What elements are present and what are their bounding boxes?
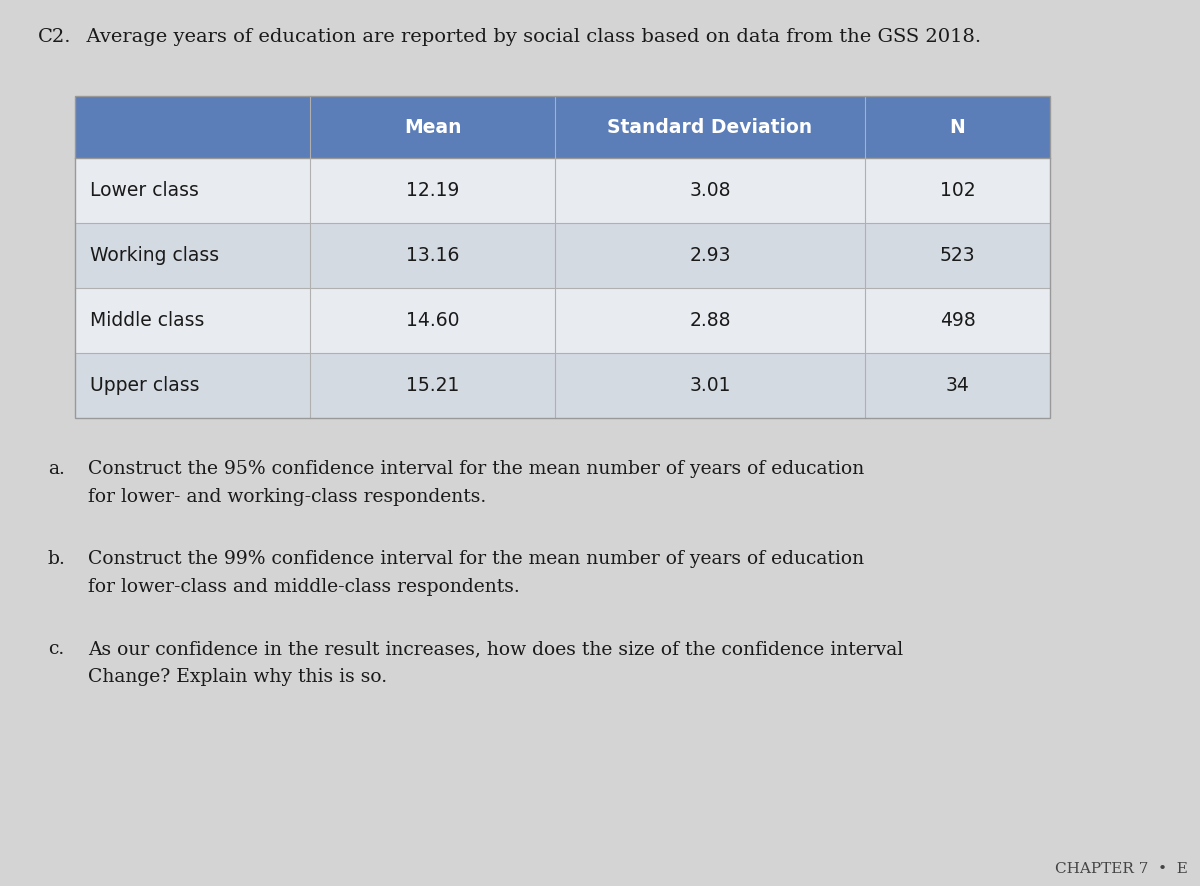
Bar bbox=[865, 223, 1050, 288]
Text: 13.16: 13.16 bbox=[406, 246, 460, 265]
Bar bbox=[554, 96, 865, 158]
Text: Upper class: Upper class bbox=[90, 376, 199, 395]
Text: 12.19: 12.19 bbox=[406, 181, 460, 200]
Bar bbox=[865, 158, 1050, 223]
Text: Average years of education are reported by social class based on data from the G: Average years of education are reported … bbox=[74, 28, 982, 46]
Text: 3.01: 3.01 bbox=[689, 376, 731, 395]
Text: Standard Deviation: Standard Deviation bbox=[607, 118, 812, 136]
Bar bbox=[554, 158, 865, 223]
Bar bbox=[865, 96, 1050, 158]
Bar bbox=[865, 353, 1050, 418]
Text: Lower class: Lower class bbox=[90, 181, 199, 200]
Text: 14.60: 14.60 bbox=[406, 311, 460, 330]
Bar bbox=[310, 96, 554, 158]
Bar bbox=[74, 288, 310, 353]
Text: Middle class: Middle class bbox=[90, 311, 204, 330]
Text: CHAPTER 7  •  E: CHAPTER 7 • E bbox=[1055, 862, 1188, 876]
Text: b.: b. bbox=[48, 550, 66, 568]
Text: 102: 102 bbox=[940, 181, 976, 200]
Text: 2.93: 2.93 bbox=[689, 246, 731, 265]
Bar bbox=[310, 288, 554, 353]
Bar bbox=[74, 353, 310, 418]
Text: As our confidence in the result increases, how does the size of the confidence i: As our confidence in the result increase… bbox=[88, 640, 904, 658]
Text: Construct the 95% confidence interval for the mean number of years of education: Construct the 95% confidence interval fo… bbox=[88, 460, 864, 478]
Text: 498: 498 bbox=[940, 311, 976, 330]
Bar bbox=[554, 353, 865, 418]
Bar bbox=[74, 223, 310, 288]
Bar bbox=[865, 288, 1050, 353]
Bar bbox=[554, 223, 865, 288]
Text: 523: 523 bbox=[940, 246, 976, 265]
Text: for lower- and working-class respondents.: for lower- and working-class respondents… bbox=[88, 488, 486, 506]
Text: c.: c. bbox=[48, 640, 65, 658]
Text: Working class: Working class bbox=[90, 246, 220, 265]
Bar bbox=[554, 288, 865, 353]
Text: Change? Explain why this is so.: Change? Explain why this is so. bbox=[88, 668, 388, 686]
Bar bbox=[74, 96, 310, 158]
Bar bbox=[310, 353, 554, 418]
Text: 2.88: 2.88 bbox=[689, 311, 731, 330]
Text: 3.08: 3.08 bbox=[689, 181, 731, 200]
Bar bbox=[74, 96, 1050, 418]
Bar bbox=[310, 223, 554, 288]
Text: N: N bbox=[949, 118, 965, 136]
Text: 15.21: 15.21 bbox=[406, 376, 460, 395]
Text: 34: 34 bbox=[946, 376, 970, 395]
Text: for lower-class and middle-class respondents.: for lower-class and middle-class respond… bbox=[88, 578, 520, 596]
Text: Mean: Mean bbox=[403, 118, 461, 136]
Text: C2.: C2. bbox=[38, 28, 72, 46]
Bar bbox=[310, 158, 554, 223]
Text: Construct the 99% confidence interval for the mean number of years of education: Construct the 99% confidence interval fo… bbox=[88, 550, 864, 568]
Text: a.: a. bbox=[48, 460, 65, 478]
Bar bbox=[74, 158, 310, 223]
